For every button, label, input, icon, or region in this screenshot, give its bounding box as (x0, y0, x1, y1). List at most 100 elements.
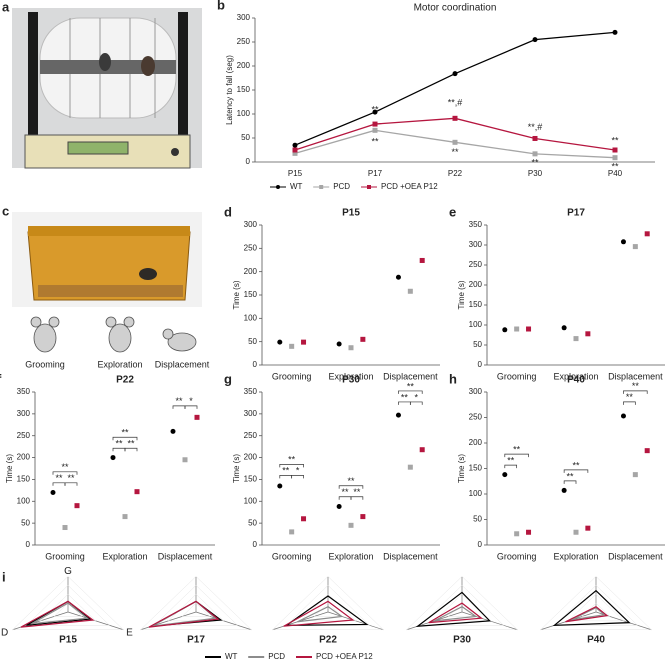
significance-bracket (623, 390, 648, 394)
data-point (532, 151, 538, 157)
data-point (632, 472, 638, 478)
significance-label: ** (288, 455, 296, 465)
x-tick-label: Displacement (608, 371, 663, 381)
panel-label: h (449, 371, 457, 386)
data-point (170, 428, 176, 434)
mouse-icons (30, 316, 197, 353)
x-tick-label: Displacement (158, 551, 213, 561)
radar-web (153, 585, 239, 626)
y-tick-label: 0 (253, 540, 258, 549)
panel-label: g (224, 371, 232, 386)
data-point (532, 37, 538, 43)
significance-bracket (338, 496, 352, 500)
significance-label: * (415, 392, 419, 402)
radar-polygon (570, 607, 606, 621)
data-point (644, 448, 650, 454)
y-tick-label: 50 (248, 337, 257, 346)
radar-web (11, 576, 125, 631)
legend-label: PCD (333, 182, 350, 191)
data-point (585, 331, 591, 337)
data-point (526, 529, 532, 535)
panel-label: i (2, 569, 6, 584)
radar-polygon (297, 605, 344, 623)
data-point (632, 244, 638, 250)
x-tick-label: Grooming (497, 371, 537, 381)
legend-label: PCD +OEA P12 (381, 182, 438, 191)
y-tick-label: 300 (244, 409, 258, 418)
y-tick-label: 150 (17, 475, 31, 484)
radar-web (567, 593, 625, 622)
data-point (194, 414, 200, 420)
data-point (348, 345, 354, 351)
y-tick-label: 50 (473, 515, 482, 524)
y-axis-label: Latency to fall (seg) (225, 55, 234, 125)
data-point (50, 490, 56, 496)
significance-bracket (338, 485, 364, 489)
x-tick-label: Displacement (608, 551, 663, 561)
x-tick-label: Grooming (272, 551, 312, 561)
radar-web (433, 593, 491, 622)
y-tick-label: 150 (237, 85, 251, 94)
significance-bracket (52, 482, 66, 486)
significance-bracket (112, 447, 126, 452)
data-point (301, 339, 307, 345)
significance-bracket (563, 480, 577, 484)
rotarod-photo (12, 8, 202, 169)
significance-bracket (124, 447, 138, 452)
y-tick-label: 100 (469, 489, 483, 498)
data-point (292, 142, 298, 148)
data-point (620, 413, 626, 419)
significance-label: **,# (528, 122, 543, 132)
significance-label: ** (407, 381, 415, 391)
significance-label: **,# (448, 98, 463, 108)
radar-polygon (428, 602, 483, 624)
significance-bracket (172, 405, 186, 409)
x-tick-label: P30 (528, 169, 543, 178)
data-point (561, 487, 567, 493)
radar-polygon (151, 600, 217, 627)
radar-title: P40 (587, 635, 605, 646)
y-axis-label: Time (s) (457, 454, 466, 483)
radar-title: P17 (187, 635, 205, 646)
y-tick-label: 0 (478, 540, 483, 549)
radar-polygon (415, 591, 492, 627)
data-point (301, 516, 307, 522)
panel-label: c (2, 203, 9, 218)
y-axis-label: Time (s) (232, 280, 241, 309)
data-point (419, 257, 425, 263)
y-tick-label: 200 (237, 61, 251, 70)
data-point (502, 327, 508, 333)
radar-web (181, 602, 211, 617)
significance-bracket (409, 401, 423, 405)
y-tick-label: 200 (469, 280, 483, 289)
data-point (514, 531, 520, 537)
significance-bracket (64, 482, 78, 486)
data-point (561, 325, 567, 331)
significance-bracket (504, 453, 529, 458)
radar-axis-label: G (64, 566, 72, 577)
radar-polygon (284, 595, 369, 626)
significance-label: ** (401, 392, 409, 402)
x-tick-label: Exploration (553, 551, 598, 561)
significance-label: ** (572, 460, 580, 470)
significance-label: ** (371, 104, 379, 114)
data-point (277, 483, 283, 489)
panel-label: a (2, 0, 10, 14)
significance-label: ** (611, 161, 619, 171)
data-point (360, 514, 366, 520)
radar-web (419, 585, 505, 626)
data-point (372, 127, 378, 133)
data-point (407, 288, 413, 294)
y-tick-label: 250 (469, 260, 483, 269)
x-tick-label: P17 (368, 169, 383, 178)
y-tick-label: 100 (244, 496, 258, 505)
data-point (612, 147, 618, 153)
radar-polygon (20, 600, 95, 628)
x-tick-label: Grooming (45, 551, 85, 561)
y-tick-label: 300 (469, 240, 483, 249)
data-point (276, 185, 280, 189)
significance-label: ** (121, 428, 129, 438)
data-point (585, 525, 591, 531)
significance-label: ** (67, 473, 75, 483)
